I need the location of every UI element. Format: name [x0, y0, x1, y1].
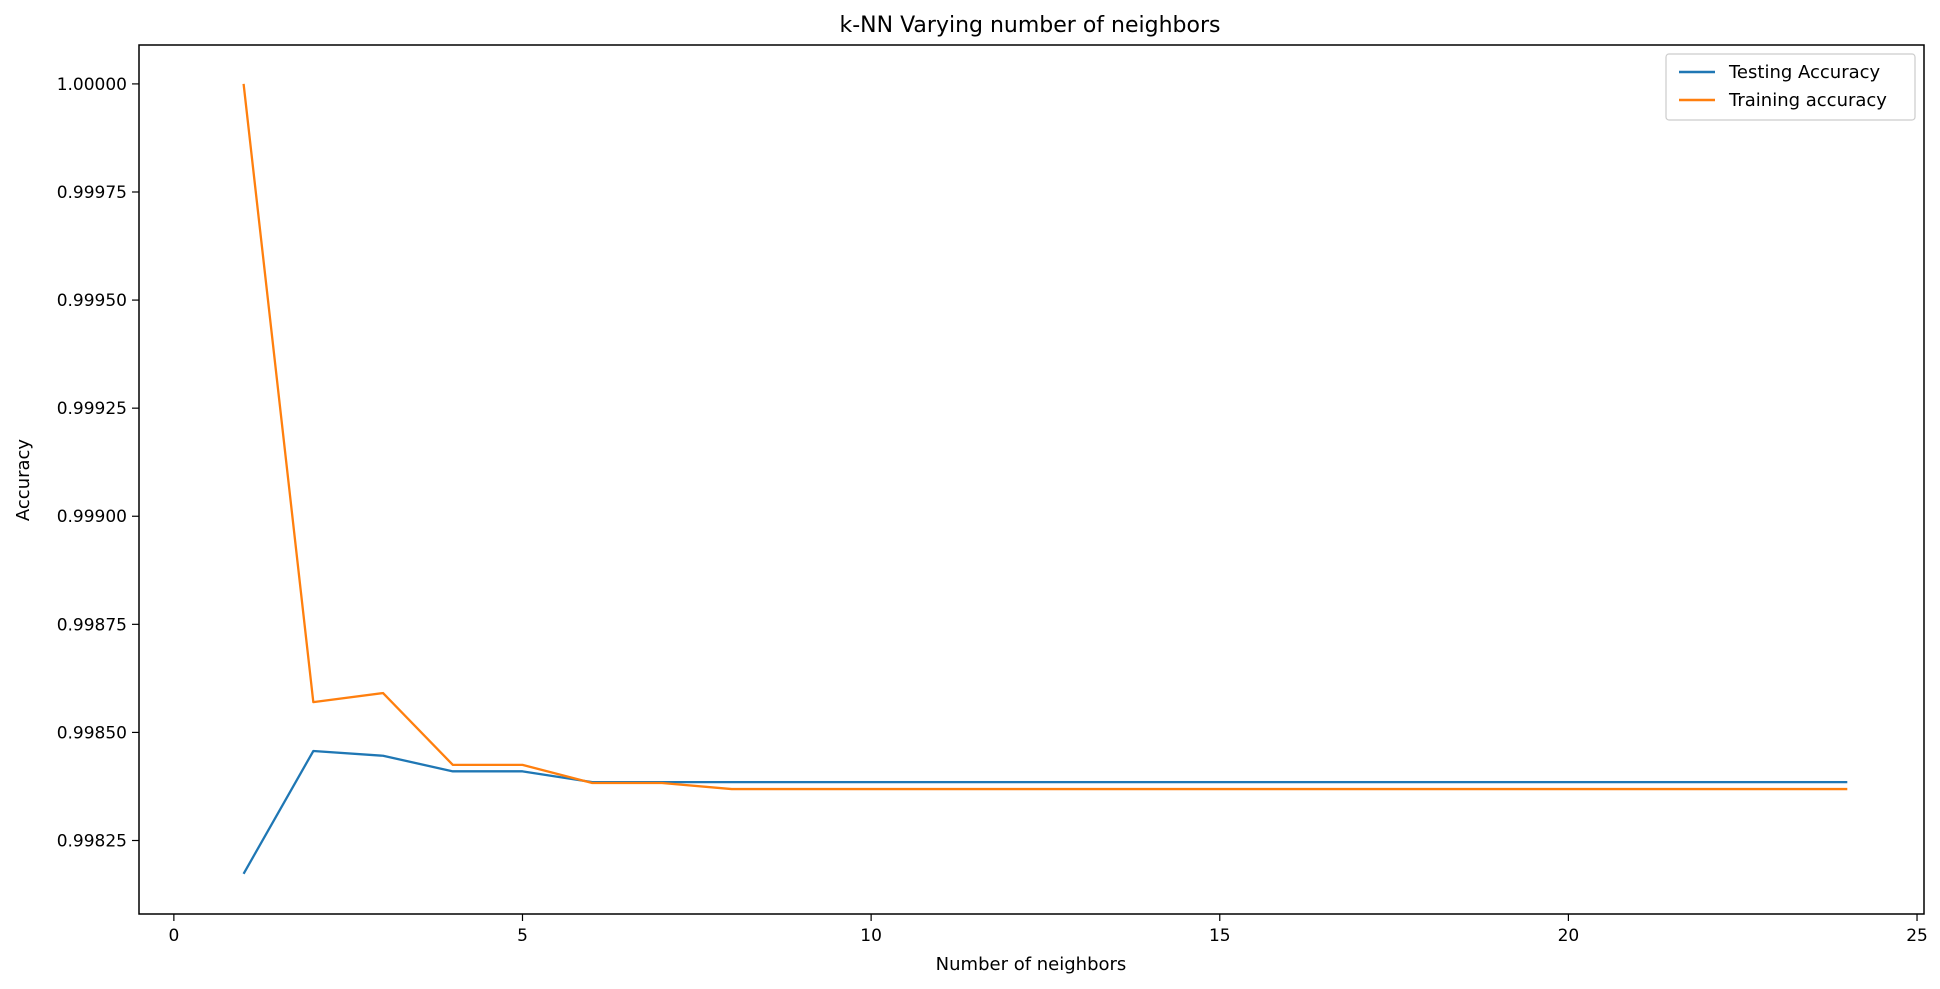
- legend: Testing Accuracy Training accuracy: [1665, 53, 1916, 121]
- y-tick-label: 0.99875: [57, 615, 127, 635]
- series-line-testing-accuracy: [242, 749, 1848, 875]
- legend-label-training-accuracy: Training accuracy: [1728, 90, 1887, 111]
- y-axis: 0.99825 0.99850 0.99875 0.99900 0.99925 0.999…: [57, 75, 139, 852]
- plot-area-frame: [138, 44, 1925, 915]
- series-layer: [242, 83, 1848, 875]
- y-tick-label: 0.99850: [57, 723, 127, 743]
- x-tick-label: 0: [168, 926, 179, 946]
- y-tick-label: 0.99975: [57, 183, 127, 203]
- legend-label-testing-accuracy: Testing Accuracy: [1728, 62, 1881, 83]
- y-tick-label: 0.99950: [57, 291, 127, 311]
- x-axis: 0 5 10 15 20 25: [168, 914, 1928, 946]
- y-axis-title: Accuracy: [13, 439, 34, 522]
- x-tick-label: 15: [1209, 926, 1231, 946]
- x-tick-label: 25: [1906, 926, 1928, 946]
- y-tick-label: 1.00000: [57, 75, 127, 95]
- y-tick-label: 0.99900: [57, 507, 127, 527]
- series-line-training-accuracy: [242, 83, 1848, 791]
- y-tick-label: 0.99925: [57, 399, 127, 419]
- chart-title: k-NN Varying number of neighbors: [840, 13, 1221, 38]
- y-tick-label: 0.99825: [57, 832, 127, 852]
- x-tick-label: 10: [860, 926, 882, 946]
- x-axis-title: Number of neighbors: [936, 954, 1127, 975]
- legend-frame: [1665, 53, 1916, 121]
- x-tick-label: 5: [517, 926, 528, 946]
- x-tick-label: 20: [1558, 926, 1580, 946]
